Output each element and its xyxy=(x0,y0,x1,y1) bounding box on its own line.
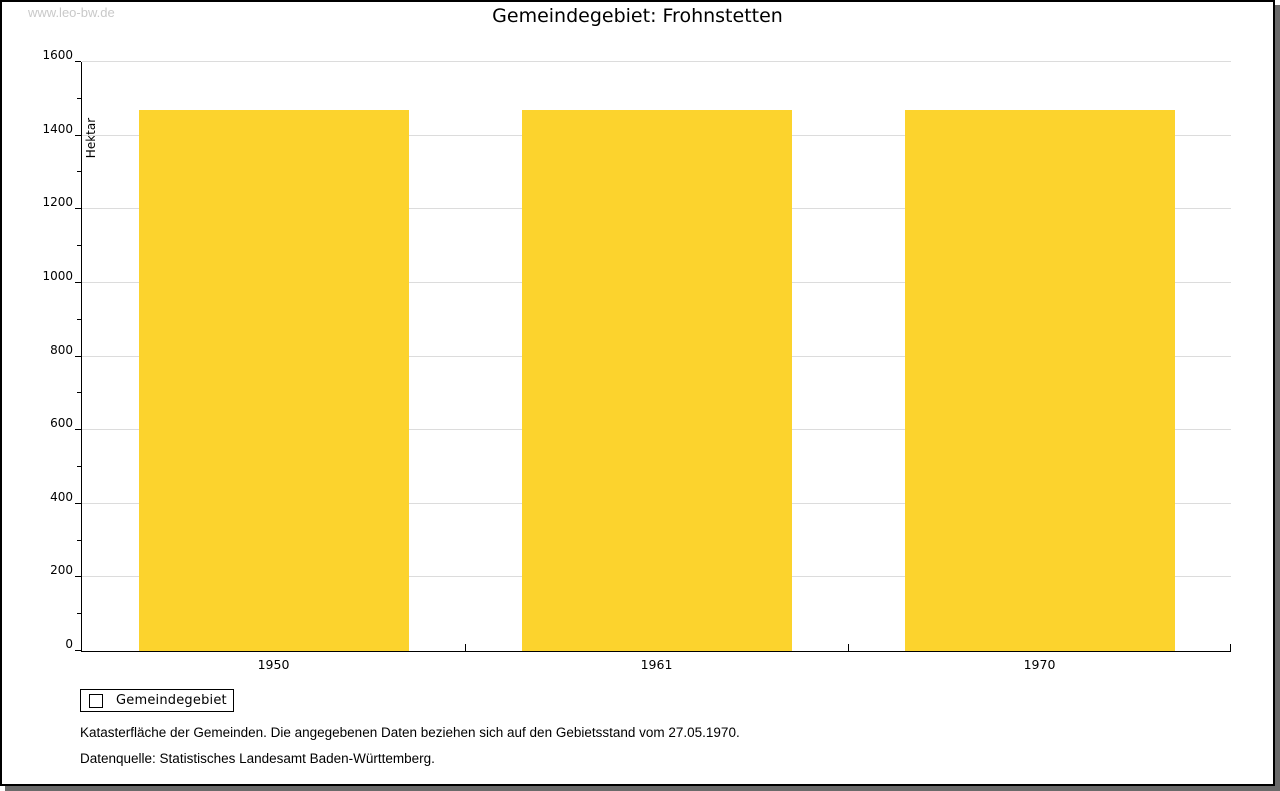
bar xyxy=(521,109,792,651)
x-tick-label: 1961 xyxy=(640,657,673,672)
page-title: Gemeindegebiet: Frohnstetten xyxy=(492,5,783,27)
y-minor-tick xyxy=(77,245,81,247)
y-major-tick xyxy=(75,134,81,136)
y-tick-label: 0 xyxy=(65,637,73,651)
y-tick-label: 1600 xyxy=(42,48,73,62)
y-tick-label: 600 xyxy=(50,416,73,431)
footnote-data-source: Datenquelle: Statistisches Landesamt Bad… xyxy=(80,751,435,766)
y-major-tick xyxy=(75,281,81,283)
y-tick-label: 200 xyxy=(50,563,73,578)
x-boundary-tick xyxy=(848,644,849,651)
y-minor-tick xyxy=(77,613,81,615)
y-major-tick xyxy=(75,61,81,62)
y-major-tick xyxy=(75,502,81,504)
bar xyxy=(138,109,409,651)
x-tick-label: 1970 xyxy=(1023,657,1056,672)
x-axis-end-tick xyxy=(1230,644,1231,651)
y-major-tick xyxy=(75,208,81,210)
y-major-tick xyxy=(75,429,81,431)
y-minor-tick xyxy=(77,392,81,394)
watermark: www.leo-bw.de xyxy=(28,5,115,20)
y-tick-label: 1400 xyxy=(42,121,73,136)
y-tick-label: 1000 xyxy=(42,268,73,283)
y-minor-tick xyxy=(77,465,81,467)
y-tick-label: 800 xyxy=(50,342,73,357)
footnote-source-note: Katasterfläche der Gemeinden. Die angege… xyxy=(80,725,740,740)
y-major-tick xyxy=(75,650,81,651)
x-tick-label: 1950 xyxy=(257,657,290,672)
y-major-tick xyxy=(75,576,81,578)
legend-swatch-icon xyxy=(89,693,103,708)
gridline xyxy=(82,61,1231,62)
y-tick-label: 1200 xyxy=(42,195,73,210)
bar xyxy=(904,109,1175,651)
y-minor-tick xyxy=(77,539,81,541)
y-axis-title: Hektar xyxy=(84,117,98,159)
y-minor-tick xyxy=(77,318,81,320)
x-boundary-tick xyxy=(465,644,466,651)
legend-box: Gemeindegebiet xyxy=(80,689,234,712)
y-minor-tick xyxy=(77,171,81,173)
y-major-tick xyxy=(75,355,81,357)
plot-area: Hektar 0 200 400 600 800 1000 1200 1400 1600 195… xyxy=(42,48,1231,672)
legend-label: Gemeindegebiet xyxy=(116,693,227,708)
y-tick-label: 400 xyxy=(50,489,73,504)
y-minor-tick xyxy=(77,97,81,99)
